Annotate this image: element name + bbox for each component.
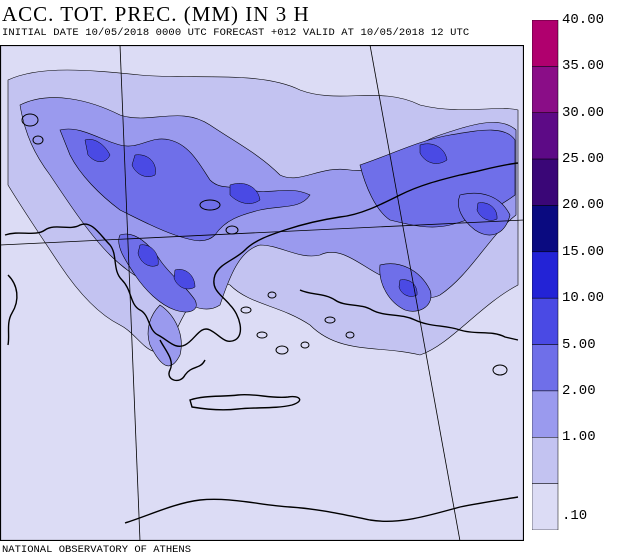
island-outlines <box>21 113 508 376</box>
legend-swatch <box>532 344 559 392</box>
legend-label: 2.00 <box>562 382 596 399</box>
precipitation-map <box>0 45 524 541</box>
legend-swatch <box>532 66 559 113</box>
coastlines <box>4 162 519 524</box>
legend-label: 40.00 <box>562 12 605 28</box>
legend-label: 5.00 <box>562 336 596 353</box>
legend-label: .10 <box>562 508 588 524</box>
legend-swatch <box>532 390 559 438</box>
map-title: ACC. TOT. PREC. (MM) IN 3 H <box>2 2 310 26</box>
legend-swatch <box>532 437 559 484</box>
precip-legend <box>532 20 559 530</box>
legend-label: 25.00 <box>562 151 605 168</box>
legend-label: 1.00 <box>562 429 596 446</box>
legend-swatch <box>532 20 559 67</box>
legend-label: 15.00 <box>562 243 605 260</box>
legend-swatch <box>532 205 559 253</box>
forecast-info: INITIAL DATE 10/05/2018 0000 UTC FORECAS… <box>2 27 470 39</box>
precip-intense-cells <box>84 139 498 297</box>
legend-label: 20.00 <box>562 197 605 214</box>
legend-label: 10.00 <box>562 290 605 307</box>
legend-label: 35.00 <box>562 58 605 75</box>
legend-swatch <box>532 158 559 206</box>
legend-label: 30.00 <box>562 104 605 121</box>
legend-swatch <box>532 251 559 299</box>
legend-swatch <box>532 297 559 345</box>
footer-credit: NATIONAL OBSERVATORY OF ATHENS <box>2 544 192 556</box>
legend-swatch <box>532 112 559 160</box>
map-border <box>0 45 524 541</box>
legend-swatch <box>532 483 559 530</box>
